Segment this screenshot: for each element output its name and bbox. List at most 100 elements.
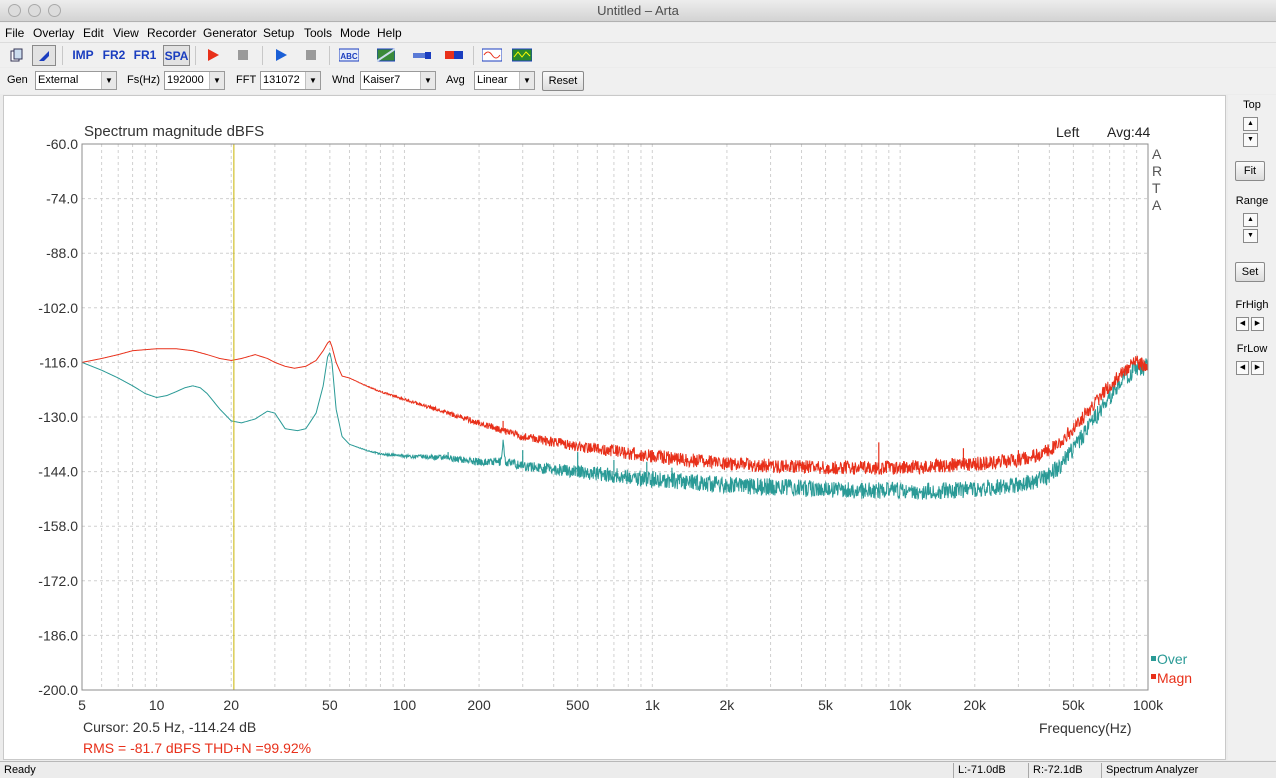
menu-setup[interactable]: Setup — [263, 26, 295, 40]
bar-icon[interactable] — [442, 45, 466, 66]
frhigh-left-button[interactable]: ◀ — [1236, 317, 1249, 331]
chart-series — [81, 340, 1149, 501]
reset-button[interactable]: Reset — [542, 71, 584, 91]
fs-label: Fs(Hz) — [127, 74, 160, 86]
x-tick-label: 2k — [720, 697, 736, 713]
toolbar-separator — [329, 46, 330, 65]
zoom-window-icon[interactable] — [48, 4, 61, 17]
range-up-button[interactable]: ▲ — [1243, 213, 1258, 227]
fft-size-select[interactable]: 131072 ▼ — [260, 71, 321, 90]
watermark-letter-r: R — [1152, 163, 1162, 179]
plot-frame — [81, 143, 1149, 691]
x-tick-label: 100k — [1133, 697, 1164, 713]
menu-tools[interactable]: Tools — [304, 26, 333, 40]
analyzer-controls: Gen External ▼ Fs(Hz) 192000 ▼ FFT 13107… — [0, 68, 1276, 94]
cursor-readout: Cursor: 20.5 Hz, -114.24 dB — [83, 719, 256, 735]
frlow-left-button[interactable]: ◀ — [1236, 361, 1249, 375]
top-label: Top — [1243, 99, 1261, 111]
status-mode: Spectrum Analyzer — [1101, 763, 1276, 778]
fr1-mode-button[interactable]: FR1 — [133, 48, 157, 62]
menu-generator[interactable]: Generator — [203, 26, 258, 40]
play-icon[interactable] — [269, 45, 293, 66]
chevron-down-icon: ▼ — [420, 72, 435, 89]
y-tick-label: -158.0 — [38, 518, 78, 534]
x-axis-ticks: 5 10 20 50 100 200 500 1k 2k 5k 10k 20k 50k 100k — [78, 697, 1164, 713]
pattern-icon[interactable] — [374, 45, 398, 66]
chevron-down-icon: ▼ — [209, 72, 224, 89]
rms-readout: RMS = -81.7 dBFS THD+N =99.92% — [83, 740, 311, 756]
x-tick-label: 100 — [393, 697, 417, 713]
menu-mode[interactable]: Mode — [340, 26, 371, 40]
x-tick-label: 1k — [645, 697, 661, 713]
top-down-button[interactable]: ▼ — [1243, 133, 1258, 147]
record-icon[interactable] — [201, 45, 225, 66]
imp-mode-button[interactable]: IMP — [72, 48, 94, 62]
scope-icon[interactable] — [510, 45, 534, 66]
averaging-value: Linear — [477, 74, 508, 86]
legend-label-magn: Magn — [1157, 670, 1192, 686]
frlow-right-button[interactable]: ▶ — [1251, 361, 1264, 375]
sample-rate-select[interactable]: 192000 ▼ — [164, 71, 225, 90]
sine-generator-icon[interactable] — [480, 45, 504, 66]
new-document-icon[interactable] — [5, 45, 29, 66]
menu-overlay[interactable]: Overlay — [33, 26, 75, 40]
chevron-down-icon: ▼ — [101, 72, 116, 89]
x-tick-label: 50k — [1062, 697, 1086, 713]
averaging-select[interactable]: Linear ▼ — [474, 71, 535, 90]
fit-button[interactable]: Fit — [1235, 161, 1265, 181]
window-select[interactable]: Kaiser7 ▼ — [360, 71, 436, 90]
svg-text:ABC: ABC — [340, 52, 358, 61]
toolbar-separator — [62, 46, 63, 65]
fft-size-value: 131072 — [263, 74, 300, 86]
abc-label-icon[interactable]: ABC — [337, 45, 361, 66]
status-ready: Ready — [4, 764, 36, 776]
x-axis-label: Frequency(Hz) — [1039, 720, 1132, 736]
window-select-value: Kaiser7 — [363, 74, 401, 86]
stop-icon[interactable] — [231, 45, 255, 66]
status-right-level: R:-72.1dB — [1028, 763, 1100, 778]
avg-label: Avg — [446, 74, 465, 86]
y-tick-label: -200.0 — [38, 682, 78, 698]
legend-swatch-over — [1151, 656, 1156, 661]
series-line-over — [81, 352, 1149, 501]
menu-bar: File Overlay Edit View Recorder Generato… — [0, 23, 1276, 42]
y-tick-label: -144.0 — [38, 464, 78, 480]
menu-view[interactable]: View — [113, 26, 139, 40]
stop-icon[interactable] — [299, 45, 323, 66]
fr2-mode-button[interactable]: FR2 — [102, 48, 126, 62]
x-tick-label: 200 — [467, 697, 491, 713]
menu-edit[interactable]: Edit — [83, 26, 104, 40]
y-tick-label: -102.0 — [38, 300, 78, 316]
fft-label: FFT — [236, 74, 257, 86]
meter-icon[interactable] — [410, 45, 434, 66]
status-bar: Ready L:-71.0dB R:-72.1dB Spectrum Analy… — [0, 761, 1276, 778]
menu-file[interactable]: File — [5, 26, 25, 40]
range-down-button[interactable]: ▼ — [1243, 229, 1258, 243]
x-tick-label: 500 — [566, 697, 590, 713]
gen-select[interactable]: External ▼ — [35, 71, 117, 90]
y-tick-label: -186.0 — [38, 627, 78, 643]
toolbar: IMP FR2 FR1 SPA ABC — [0, 42, 1276, 67]
set-button[interactable]: Set — [1235, 262, 1265, 282]
watermark-letter-a: A — [1152, 146, 1162, 162]
top-up-button[interactable]: ▲ — [1243, 117, 1258, 131]
x-tick-label: 10k — [889, 697, 913, 713]
range-label: Range — [1235, 195, 1269, 207]
series-line-magn — [81, 340, 1149, 476]
chevron-down-icon: ▼ — [519, 72, 534, 89]
spectrum-chart[interactable]: -60.0 -74.0 -88.0 -102.0 -116.0 -130.0 -144.0 -… — [4, 96, 1227, 761]
y-tick-label: -130.0 — [38, 409, 78, 425]
close-window-icon[interactable] — [8, 4, 21, 17]
menu-recorder[interactable]: Recorder — [147, 26, 197, 40]
marker-icon[interactable] — [32, 45, 56, 66]
frhigh-right-button[interactable]: ▶ — [1251, 317, 1264, 331]
y-tick-label: -88.0 — [46, 245, 78, 261]
spectrum-plot-panel[interactable]: -60.0 -74.0 -88.0 -102.0 -116.0 -130.0 -144.0 -… — [3, 95, 1226, 760]
menu-help[interactable]: Help — [377, 26, 402, 40]
chevron-down-icon: ▼ — [305, 72, 320, 89]
toolbar-separator — [262, 46, 263, 65]
avg-count-label: Avg:44 — [1107, 124, 1151, 140]
x-tick-label: 10 — [149, 697, 165, 713]
minimize-window-icon[interactable] — [28, 4, 41, 17]
spa-mode-button[interactable]: SPA — [163, 45, 190, 66]
